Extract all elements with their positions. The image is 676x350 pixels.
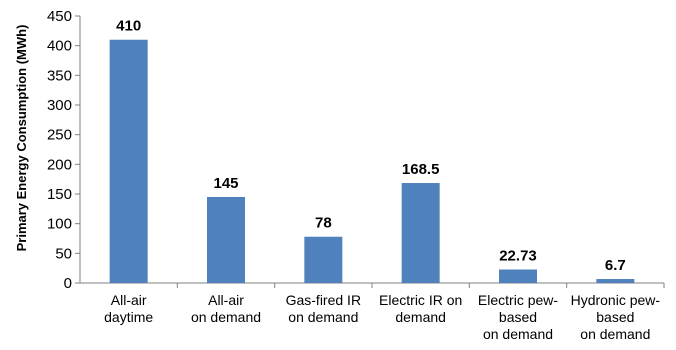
y-tick-label: 50 (55, 245, 72, 262)
data-labels: 410 145 78 168.5 22.73 6.7 (116, 18, 626, 274)
y-tick-label: 150 (47, 186, 72, 203)
y-axis-title: Primary Energy Consumption (MWh) (14, 25, 29, 252)
x-category-label: Gas-fired IR on demand (286, 292, 361, 325)
y-axis-ticks: 0 50 100 150 200 250 300 350 400 450 (47, 8, 80, 292)
y-tick-label: 350 (47, 67, 72, 84)
y-tick-label: 0 (64, 275, 72, 292)
data-label: 78 (315, 215, 332, 232)
bar (596, 279, 635, 283)
x-category-label: All-air on demand (191, 292, 261, 325)
data-label: 6.7 (605, 257, 626, 274)
bar (499, 269, 537, 283)
x-axis-labels: All-air daytime All-air on demand Gas-fired … (104, 283, 665, 342)
axes (79, 16, 664, 284)
bars (109, 39, 635, 283)
x-category-label: Hydronic pew-based on demand (571, 292, 661, 342)
data-label: 145 (213, 175, 238, 192)
y-tick-label: 400 (47, 38, 72, 55)
bar (304, 236, 343, 283)
y-tick-label: 300 (47, 97, 72, 114)
data-label: 168.5 (402, 161, 440, 178)
x-category-label: Electric IR on demand (379, 292, 462, 325)
x-category-label: Electric pew-based on demand (478, 292, 558, 342)
data-label: 410 (116, 18, 141, 35)
bar (109, 39, 148, 283)
y-tick-label: 450 (47, 8, 72, 25)
y-tick-label: 250 (47, 127, 72, 144)
y-tick-label: 100 (47, 216, 72, 233)
bar (401, 183, 440, 283)
bar (207, 196, 245, 283)
x-category-label: All-air daytime (104, 292, 153, 325)
y-tick-label: 200 (47, 156, 72, 173)
data-label: 22.73 (499, 248, 537, 265)
